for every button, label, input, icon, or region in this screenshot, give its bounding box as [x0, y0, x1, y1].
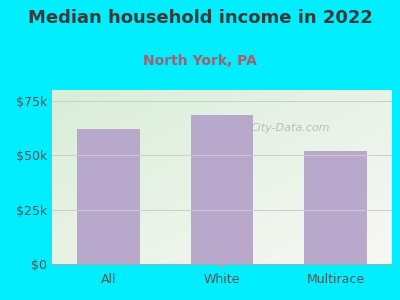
Text: Median household income in 2022: Median household income in 2022	[28, 9, 372, 27]
Bar	[78, 129, 140, 264]
Bar	[191, 115, 253, 264]
Text: North York, PA: North York, PA	[143, 54, 257, 68]
Text: City-Data.com: City-Data.com	[250, 123, 330, 133]
Bar	[304, 151, 366, 264]
